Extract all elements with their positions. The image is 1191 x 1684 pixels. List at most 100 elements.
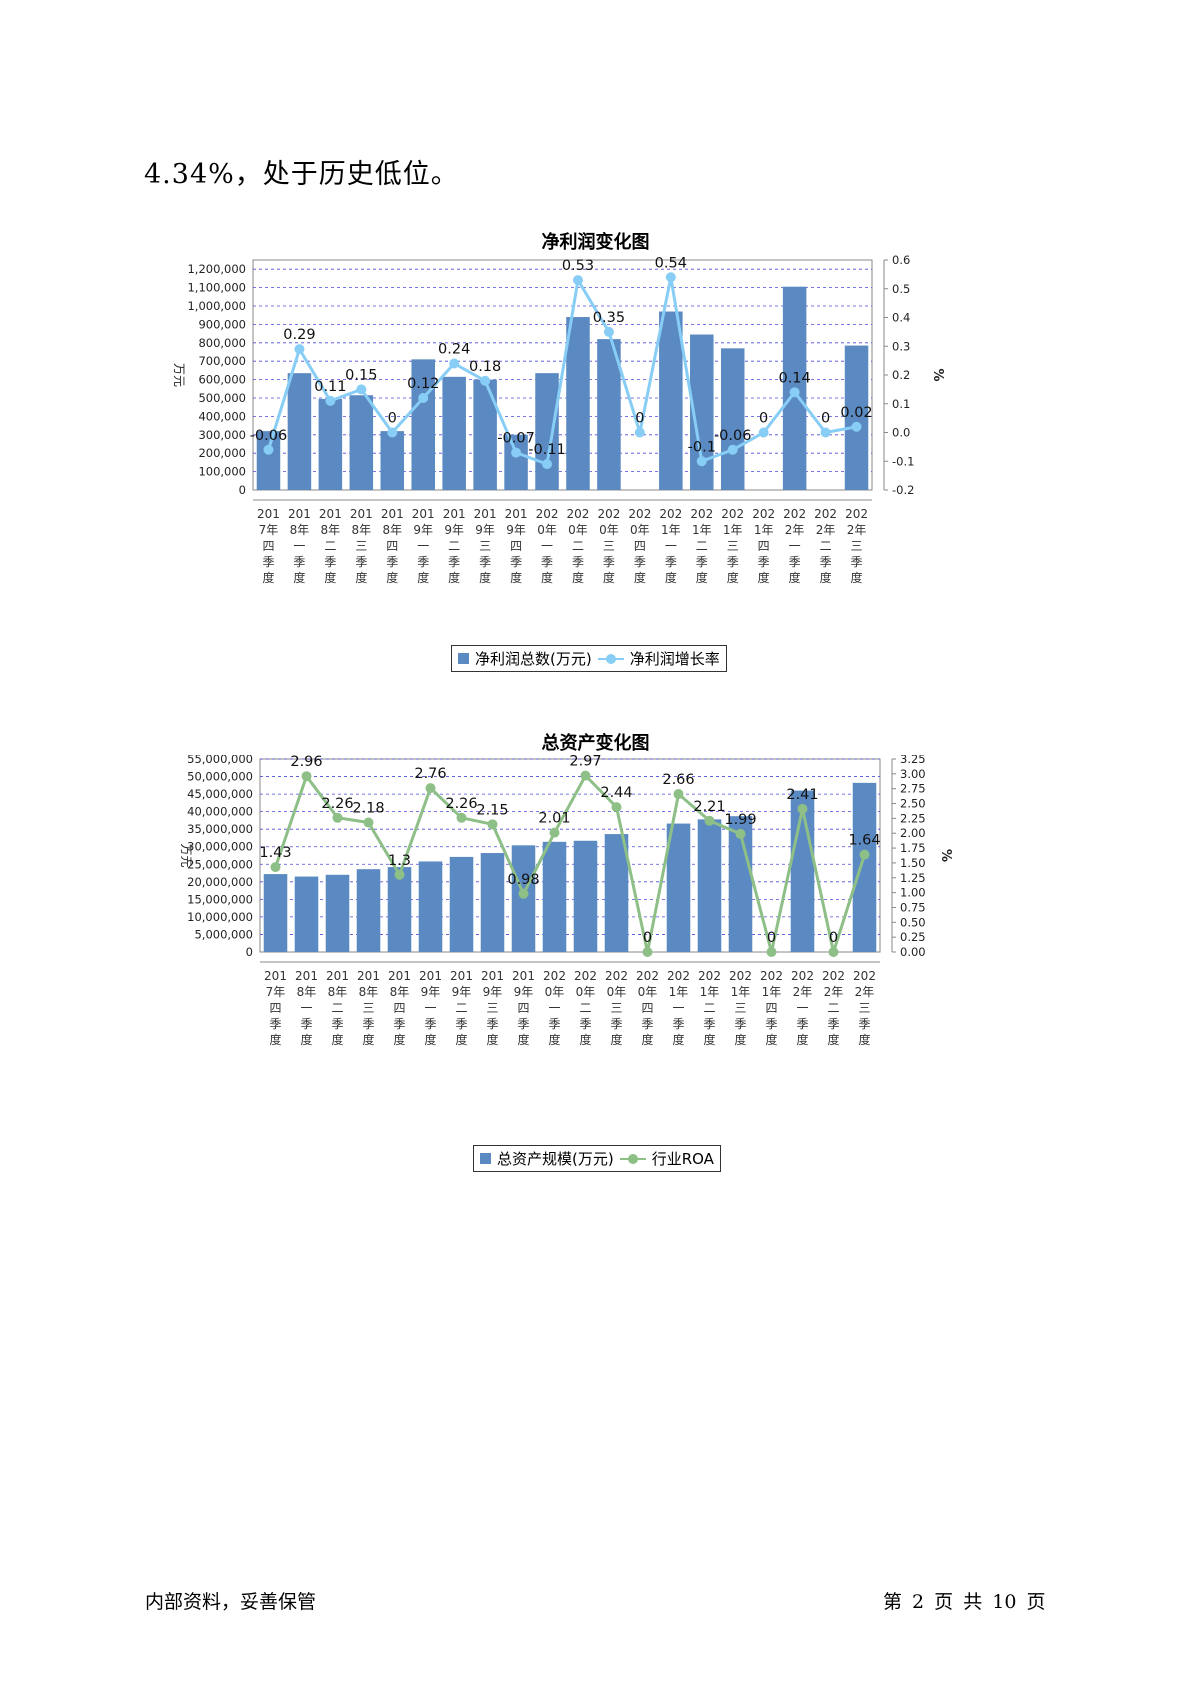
x-tick-label: 三 (486, 1001, 498, 1015)
x-tick-label: 0年 (607, 985, 627, 999)
bar (349, 395, 374, 490)
x-tick-label: 季 (765, 1017, 777, 1031)
net-profit-chart: 0 100,000 200,000 300,000 400,000 500,000 600,… (172, 255, 945, 585)
x-tick-label: 季 (300, 1017, 312, 1031)
x-tick-label: 度 (579, 1032, 591, 1047)
x-tick-label: 季 (703, 1017, 715, 1031)
x-tick-label: 1年 (692, 523, 712, 537)
x-tick-label: 季 (820, 555, 832, 569)
data-label: 2.44 (600, 785, 632, 801)
y2-tick-label: 3.00 (900, 767, 926, 781)
x-tick-label: 度 (665, 570, 677, 585)
x-tick-label: 0年 (638, 985, 658, 999)
x-tick-label: 202 (721, 507, 744, 521)
x-tick-label: 8年 (352, 523, 372, 537)
line-point (797, 803, 808, 814)
x-tick-label: 度 (696, 570, 708, 585)
data-label: 1.64 (848, 833, 880, 849)
line-point (356, 384, 367, 395)
y2-tick-label: 0.3 (892, 339, 910, 353)
x-tick-label: 202 (690, 507, 713, 521)
line-point (418, 393, 429, 403)
x-tick-label: 一 (424, 1001, 436, 1015)
x-tick-label: 202 (729, 969, 752, 983)
chart2-title: 总资产变化图 (541, 733, 650, 754)
line-point (263, 444, 274, 455)
bar (535, 373, 559, 490)
x-tick-label: 202 (636, 969, 659, 983)
x-tick-label: 季 (269, 1017, 281, 1031)
data-label: 2.76 (414, 766, 446, 782)
y-tick-label: 500,000 (198, 391, 246, 405)
data-label: 1.3 (388, 853, 411, 869)
x-tick-label: 三 (479, 539, 491, 553)
chart1-legend: 净利润总数(万元) 净利润增长率 (451, 645, 727, 672)
bar (480, 853, 505, 952)
x-tick-label: 三 (734, 1001, 746, 1015)
y2-tick-label: 3.25 (900, 755, 926, 766)
line-point (325, 395, 336, 406)
data-label: 0 (643, 930, 652, 946)
bar (325, 874, 350, 952)
x-tick-label: 度 (293, 570, 305, 585)
bar (728, 816, 753, 952)
data-label: 1.43 (259, 845, 291, 861)
data-label: -0.06 (250, 428, 288, 444)
data-label: 0.98 (507, 872, 539, 888)
x-tick-label: 7年 (266, 985, 286, 999)
line-point (518, 888, 529, 899)
line-point (456, 812, 467, 823)
x-tick-label: 季 (386, 555, 398, 569)
line-point (542, 459, 553, 470)
y-tick-label: 20,000,000 (187, 875, 253, 889)
y2-tick-label: 1.00 (900, 886, 926, 900)
x-tick-label: 季 (579, 1017, 591, 1031)
bar (573, 840, 598, 952)
x-tick-label: 季 (610, 1017, 622, 1031)
x-tick-label: 度 (362, 1032, 374, 1047)
data-label: 0 (635, 411, 644, 427)
x-tick-label: 201 (357, 969, 380, 983)
line-point (727, 444, 738, 455)
y-tick-label: 600,000 (198, 373, 246, 387)
x-tick-label: 一 (548, 1001, 560, 1015)
x-tick-label: 202 (605, 969, 628, 983)
x-tick-label: 度 (386, 570, 398, 585)
x-tick-label: 201 (257, 507, 280, 521)
data-label: 2.21 (693, 799, 725, 815)
data-label: 2.26 (445, 796, 477, 812)
x-tick-label: 四 (269, 1001, 281, 1015)
y2-tick-label: 2.00 (900, 826, 926, 840)
x-tick-label: 202 (814, 507, 837, 521)
y-tick-label: 40,000,000 (187, 805, 253, 819)
footer-note: 内部资料，妥善保管 (145, 1591, 317, 1613)
x-tick-label: 度 (765, 1032, 777, 1047)
x-tick-label: 1年 (762, 985, 782, 999)
line-point (735, 828, 746, 839)
bar (542, 841, 567, 952)
x-tick-label: 度 (758, 570, 770, 585)
legend-item-line: 行业ROA (651, 1150, 714, 1168)
legend-line-swatch (597, 653, 624, 665)
y2-tick-label: 2.75 (900, 782, 926, 796)
data-label: 0.11 (314, 379, 346, 395)
x-tick-label: 季 (479, 555, 491, 569)
x-tick-label: 度 (300, 1032, 312, 1047)
x-tick-label: 201 (295, 969, 318, 983)
x-tick-label: 9年 (444, 523, 464, 537)
y2-tick-label: 2.50 (900, 797, 926, 811)
x-tick-label: 度 (672, 1032, 684, 1047)
x-tick-label: 四 (510, 539, 522, 553)
x-tick-label: 度 (703, 1032, 715, 1047)
x-tick-label: 201 (474, 507, 497, 521)
bar (256, 431, 281, 490)
x-tick-label: 201 (512, 969, 535, 983)
x-tick-label: 202 (845, 507, 868, 521)
x-tick-label: 一 (417, 539, 429, 553)
x-tick-label: 四 (765, 1001, 777, 1015)
x-tick-label: 季 (455, 1017, 467, 1031)
y-tick-label: 900,000 (198, 317, 246, 331)
x-tick-label: 四 (517, 1001, 529, 1015)
y2-tick-label: 1.25 (900, 871, 926, 885)
line-point (611, 802, 622, 813)
